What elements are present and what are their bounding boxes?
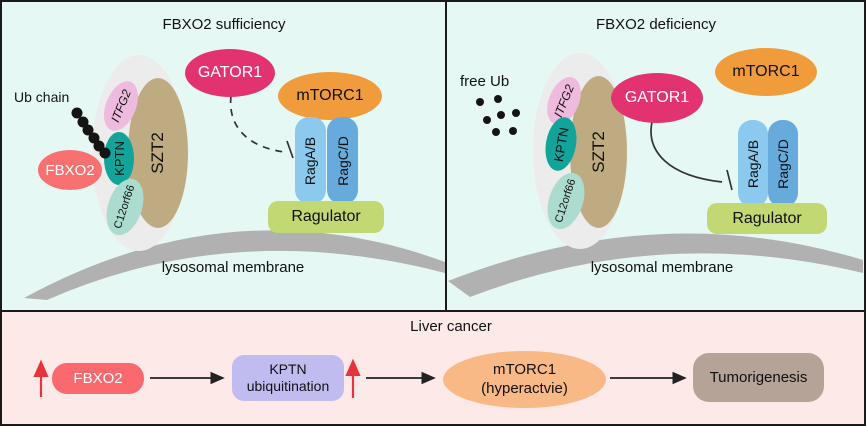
left-szt2-label: SZT2: [148, 132, 167, 174]
bottom-fbxo2-label: FBXO2: [73, 370, 123, 387]
left-c12orf66-label: C12orf66: [112, 183, 138, 231]
left-mtorc1-label: mTORC1: [296, 87, 364, 104]
right-mtorc1-ellipse: mTORC1: [715, 48, 817, 96]
bottom-kptn-line2: ubiquitination: [246, 378, 330, 394]
bottom-mtorc1-hyperactive-ellipse: mTORC1 (hyperactvie): [443, 351, 606, 408]
right-c12orf66-label: C12orf66: [553, 177, 579, 225]
right-ragc-d-label: RagC/D: [775, 138, 792, 189]
right-membrane-label: lysosomal membrane: [590, 259, 734, 276]
left-kptn-ellipse: KPTN: [104, 132, 134, 185]
left-itfg2-label: ITFG2: [108, 87, 134, 125]
free-ub-label: free Ub: [460, 73, 510, 90]
left-gator1-ellipse: GATOR1: [185, 49, 275, 97]
bottom-mtorc1-line2: (hyperactvie): [481, 379, 568, 397]
bottom-tumorigenesis-box: Tumorigenesis: [693, 353, 824, 402]
ub-chain-label: Ub chain: [14, 89, 70, 105]
right-ragulator-label: Ragulator: [732, 209, 802, 227]
bottom-kptn-line1: KPTN: [269, 360, 307, 377]
right-itfg2-label: ITFG2: [551, 82, 577, 120]
right-kptn-label: KPTN: [550, 125, 572, 163]
right-ragulator: Ragulator: [707, 203, 827, 234]
bottom-panel-title: Liver cancer: [410, 318, 492, 335]
left-gator1-label: GATOR1: [197, 64, 263, 81]
left-ragc-d-label: RagC/D: [334, 135, 351, 186]
right-gator1-ellipse: GATOR1: [611, 73, 703, 123]
right-szt2-label: SZT2: [588, 131, 608, 173]
bottom-tumorigenesis-label: Tumorigenesis: [709, 369, 808, 386]
bottom-fbxo2-box: FBXO2: [52, 363, 144, 394]
left-ragulator: Ragulator: [268, 201, 384, 233]
right-panel-title: FBXO2 deficiency: [595, 16, 717, 33]
right-mtorc1-label: mTORC1: [732, 63, 800, 80]
right-ragc-d: RagC/D: [768, 120, 798, 207]
bottom-kptn-ubiquitination-box: KPTN ubiquitination: [232, 355, 344, 401]
left-kptn-label: KPTN: [111, 141, 127, 176]
right-gator1-label: GATOR1: [624, 89, 690, 106]
left-ragc-d: RagC/D: [327, 117, 358, 204]
left-fbxo2-label: FBXO2: [45, 161, 95, 179]
left-ragulator-label: Ragulator: [291, 208, 361, 225]
right-raga-b-label: RagA/B: [745, 139, 761, 188]
left-mtorc1-ellipse: mTORC1: [278, 72, 382, 120]
left-raga-b: RagA/B: [295, 117, 326, 204]
panel-divider: [445, 2, 447, 310]
left-panel-title: FBXO2 sufficiency: [162, 16, 286, 33]
left-raga-b-label: RagA/B: [302, 136, 319, 185]
right-raga-b: RagA/B: [738, 120, 768, 207]
left-fbxo2-ellipse: FBXO2: [38, 150, 102, 190]
left-membrane-label: lysosomal membrane: [161, 259, 305, 276]
bottom-mtorc1-line1: mTORC1: [492, 360, 557, 378]
